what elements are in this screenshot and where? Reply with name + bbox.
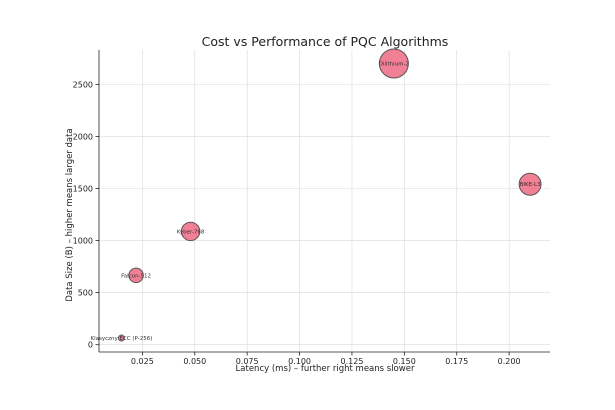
y-axis-label: Data Size (B) – higher means larger data <box>65 128 75 301</box>
y-tick-label: 1500 <box>73 185 93 194</box>
x-tick-label: 0.125 <box>341 357 364 366</box>
point-label: Dilithium-2 <box>379 62 409 68</box>
x-tick-label: 0.050 <box>183 357 206 366</box>
axes: 0.025 0.050 0.075 0.100 0.125 0.150 0.175 0.200… <box>73 50 550 366</box>
y-tick-label: 0 <box>88 341 93 350</box>
x-tick-label: 0.075 <box>236 357 259 366</box>
x-tick-label: 0.150 <box>393 357 416 366</box>
y-tick-label: 500 <box>78 289 93 298</box>
data-point <box>180 221 201 242</box>
x-tick-label: 0.175 <box>445 357 468 366</box>
x-axis-label: Latency (ms) – further right means slowe… <box>236 364 415 374</box>
data-point <box>378 48 409 79</box>
point-label: Klasyczny ECC (P-256) <box>90 336 152 342</box>
x-tick-label: 0.100 <box>288 357 311 366</box>
grid <box>99 50 550 352</box>
y-tick-label: 2500 <box>73 80 93 89</box>
data-point <box>128 267 144 284</box>
chart-title: Cost vs Performance of PQC Algorithms <box>202 34 449 49</box>
point-label: Falcon-512 <box>121 273 151 279</box>
y-tick-label: 1000 <box>73 237 93 246</box>
y-tick-label: 2000 <box>73 132 93 141</box>
point-label: Kyber-768 <box>177 229 205 235</box>
x-tick-label: 0.025 <box>131 357 154 366</box>
data-points: Klasyczny ECC (P-256) Falcon-512 Kyber-768… <box>90 48 542 342</box>
data-point <box>518 172 542 196</box>
data-point <box>117 334 125 342</box>
point-label: BIKE-L3 <box>520 182 542 188</box>
x-tick-label: 0.200 <box>498 357 521 366</box>
